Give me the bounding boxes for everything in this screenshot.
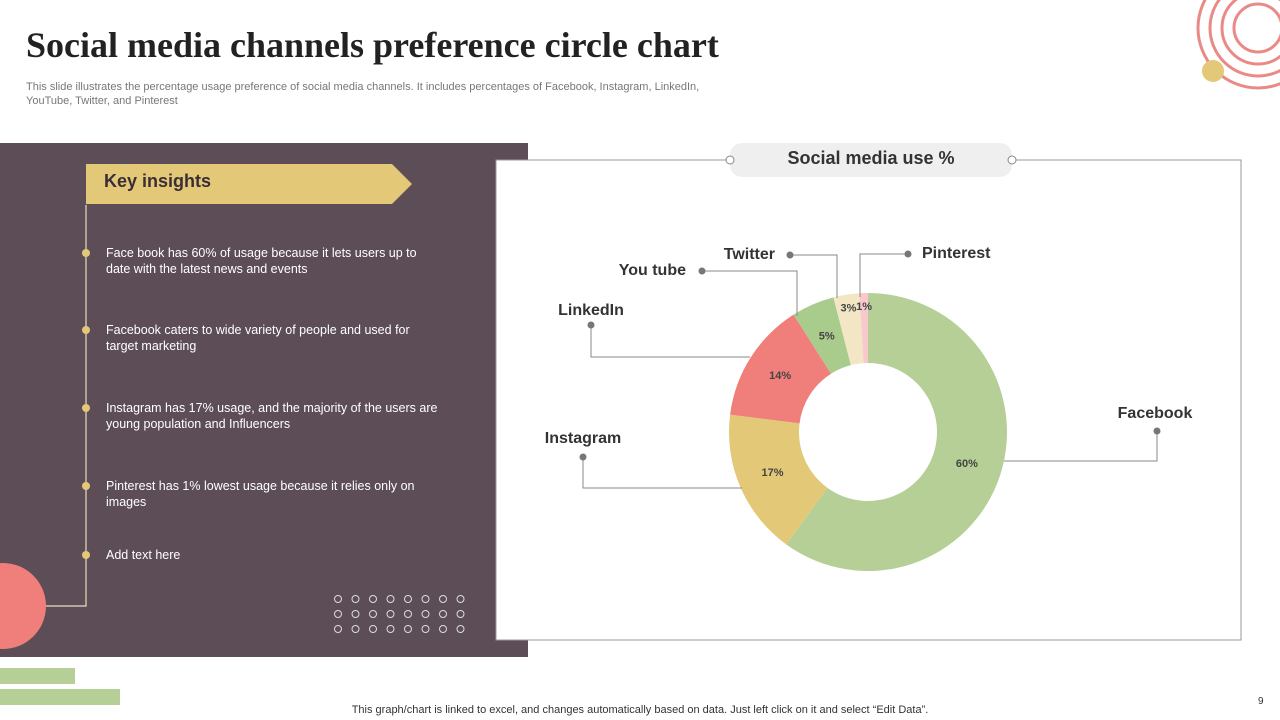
decoration [0,563,46,649]
slice [730,314,832,424]
dot [334,625,342,633]
insight: Add text here [106,548,181,562]
leader-dot [786,251,794,259]
timeline [45,205,87,607]
insight: Pinterest has 1% lowest usage because it… [106,479,415,509]
dot [369,625,377,633]
dot [456,595,465,603]
slice [729,414,828,545]
category-label: Instagram [545,430,621,447]
value-label: 14% [769,370,791,382]
leader-dot [587,321,595,329]
slice [786,293,1008,571]
dot [439,625,447,633]
ribbon [86,164,412,204]
insights-panel [0,143,528,657]
slice [859,293,868,364]
bullet [82,249,90,257]
dot [351,610,360,618]
leader-dot [698,267,706,275]
chart-title: Social media use % [787,148,955,168]
leader-dot [579,453,587,461]
decoration [1202,60,1224,82]
dot [421,610,430,618]
decoration [1196,0,1280,90]
dot [334,595,342,603]
dot [386,610,395,618]
leader-line [1004,431,1158,462]
donut-chart: 60% Facebook 17% Instagram 14% LinkedIn 5% You … [545,245,1193,571]
leader-line [582,457,742,489]
bullet [82,326,90,334]
dot-grid [334,595,465,633]
dot [386,625,395,633]
page-number: 9 [1258,696,1264,707]
decoration [0,668,75,684]
leader-line [590,325,750,358]
chart-title-pill [730,143,1012,177]
slice [793,297,851,374]
leader-line [790,254,838,298]
title: Social media channels preference circle … [26,25,719,65]
bullet [82,404,90,412]
dot [439,595,447,603]
value-label: 60% [956,458,978,470]
category-label: Pinterest [922,245,991,262]
dot [369,610,377,618]
dot [369,595,377,603]
dot [351,625,360,633]
leader-dot [1153,427,1161,435]
dot [351,595,360,603]
dot [404,625,412,633]
category-label: Twitter [724,246,775,263]
category-label: Facebook [1118,405,1193,422]
value-label: 5% [819,330,835,342]
dot [421,595,430,603]
dot [456,610,465,618]
dot [404,595,412,603]
value-label: 1% [856,301,872,313]
category-label: LinkedIn [558,302,624,319]
bullet [82,482,90,490]
leader-line [859,253,908,297]
bullet [82,551,90,559]
dot [404,610,412,618]
category-label: You tube [619,262,686,279]
insight: Face book has 60% of usage because it le… [106,246,417,276]
value-label: 3% [840,302,856,314]
decoration [0,689,120,705]
leader-line [702,270,798,316]
insight: Facebook caters to wide variety of peopl… [106,323,410,353]
description: This slide illustrates the percentage us… [26,81,700,107]
dot [334,610,342,618]
dot [456,625,465,633]
value-label: 17% [762,467,784,479]
decoration [725,155,735,165]
insight: Instagram has 17% usage, and the majorit… [106,401,438,431]
dot [421,625,430,633]
leader-dot [904,250,912,258]
decoration [1007,155,1017,165]
dot [386,595,395,603]
footer: This graph/chart is linked to excel, and… [351,704,929,716]
slice [833,293,864,366]
dot [439,610,447,618]
insights-heading: Key insights [104,171,212,191]
